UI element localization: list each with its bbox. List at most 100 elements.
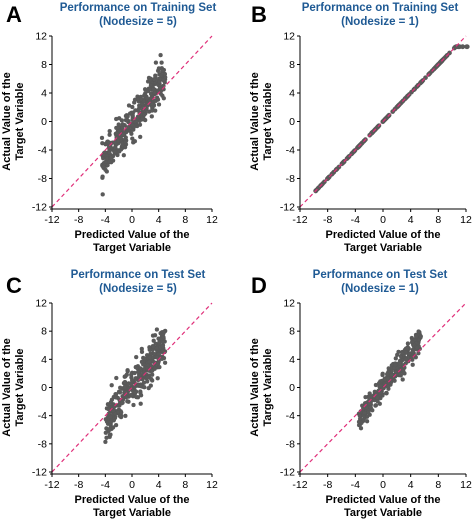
data-point bbox=[147, 355, 152, 360]
x-axis-label: Predicted Value of the bbox=[326, 494, 441, 506]
data-point bbox=[108, 400, 114, 405]
data-point bbox=[159, 60, 164, 65]
x-tick-label: -4 bbox=[101, 214, 110, 226]
data-point bbox=[393, 356, 398, 361]
data-point bbox=[161, 335, 166, 340]
data-point bbox=[384, 390, 389, 396]
y-tick-label: -12 bbox=[32, 467, 47, 479]
y-axis-label: Actual Value of the bbox=[1, 338, 13, 436]
panel-letter: B bbox=[251, 2, 267, 27]
data-point bbox=[128, 381, 134, 387]
data-point bbox=[142, 87, 148, 92]
data-point bbox=[121, 153, 126, 158]
data-point bbox=[120, 400, 125, 405]
y-tick-label: 8 bbox=[289, 326, 295, 338]
data-point bbox=[370, 408, 375, 413]
data-point bbox=[148, 77, 153, 83]
data-point bbox=[157, 364, 162, 370]
y-axis-label: Actual Value of the bbox=[249, 72, 261, 170]
x-tick-label: 12 bbox=[460, 214, 472, 226]
panel-letter: C bbox=[6, 273, 22, 298]
data-point bbox=[138, 134, 143, 140]
data-point bbox=[117, 116, 122, 121]
data-point bbox=[113, 392, 119, 397]
chart-title: (Nodesize = 1) bbox=[341, 16, 419, 28]
data-point bbox=[124, 117, 130, 123]
x-tick-label: 0 bbox=[129, 214, 135, 226]
data-point bbox=[124, 395, 129, 400]
data-point bbox=[156, 66, 162, 71]
y-tick-label: -8 bbox=[286, 438, 295, 450]
data-point bbox=[142, 385, 147, 390]
data-point bbox=[123, 413, 128, 419]
data-point bbox=[156, 102, 162, 107]
data-point bbox=[123, 139, 128, 145]
y-tick-label: 4 bbox=[289, 354, 295, 366]
data-point bbox=[149, 114, 154, 119]
data-point bbox=[108, 414, 113, 420]
y-tick-label: 0 bbox=[289, 382, 295, 394]
data-point bbox=[401, 370, 406, 375]
data-point bbox=[120, 122, 125, 127]
x-tick-label: 12 bbox=[206, 479, 218, 491]
data-point bbox=[131, 402, 136, 408]
data-point bbox=[117, 390, 123, 395]
data-point bbox=[100, 174, 105, 179]
data-point bbox=[400, 377, 405, 382]
x-tick-label: 0 bbox=[380, 479, 386, 491]
data-point bbox=[152, 77, 157, 82]
data-point bbox=[125, 125, 130, 130]
data-point bbox=[129, 372, 134, 377]
data-point bbox=[111, 408, 116, 413]
data-point bbox=[125, 399, 130, 404]
panel-a: A Performance on Training Set (Nodesize = … bbox=[1, 2, 218, 254]
panel-c: C Performance on Test Set (Nodesize = 5) -1… bbox=[1, 269, 218, 519]
y-tick-label: 12 bbox=[283, 31, 295, 43]
x-tick-label: 4 bbox=[156, 479, 162, 491]
reference-line bbox=[299, 35, 467, 208]
data-point bbox=[410, 362, 415, 367]
data-point bbox=[404, 346, 410, 351]
data-point bbox=[138, 401, 143, 406]
data-point bbox=[149, 96, 154, 101]
data-point bbox=[151, 86, 156, 92]
data-point bbox=[356, 419, 362, 425]
data-point bbox=[150, 372, 155, 377]
panel-letter: D bbox=[251, 273, 267, 298]
data-point bbox=[155, 97, 161, 102]
data-point bbox=[416, 329, 421, 334]
y-axis-label: Target Variable bbox=[14, 82, 26, 160]
x-tick-label: 8 bbox=[435, 214, 441, 226]
data-point bbox=[142, 356, 147, 362]
data-point bbox=[127, 111, 133, 116]
data-point bbox=[158, 52, 163, 58]
data-point bbox=[373, 403, 378, 408]
y-tick-label: 4 bbox=[289, 88, 295, 100]
data-point bbox=[400, 350, 405, 356]
y-tick-label: 0 bbox=[41, 382, 47, 394]
data-point bbox=[108, 419, 114, 425]
data-point bbox=[109, 155, 114, 160]
data-point bbox=[385, 376, 391, 381]
chart-title: Performance on Training Set bbox=[60, 2, 217, 14]
x-axis-label: Predicted Value of the bbox=[326, 229, 441, 241]
data-point bbox=[363, 394, 368, 400]
data-point bbox=[149, 108, 155, 113]
data-point bbox=[149, 101, 155, 106]
data-point bbox=[116, 122, 121, 127]
chart-title: Performance on Test Set bbox=[313, 269, 448, 281]
y-tick-label: 8 bbox=[289, 59, 295, 71]
y-axis-label: Actual Value of the bbox=[249, 338, 261, 436]
data-point bbox=[154, 327, 160, 332]
data-point bbox=[113, 145, 118, 150]
data-point bbox=[386, 384, 391, 389]
data-point bbox=[119, 410, 124, 415]
data-point bbox=[122, 384, 128, 390]
chart-title: Performance on Test Set bbox=[71, 269, 206, 281]
data-point bbox=[103, 167, 108, 172]
data-point bbox=[134, 354, 139, 360]
data-point bbox=[405, 341, 411, 346]
x-tick-label: -4 bbox=[101, 479, 110, 491]
data-point bbox=[454, 44, 459, 50]
